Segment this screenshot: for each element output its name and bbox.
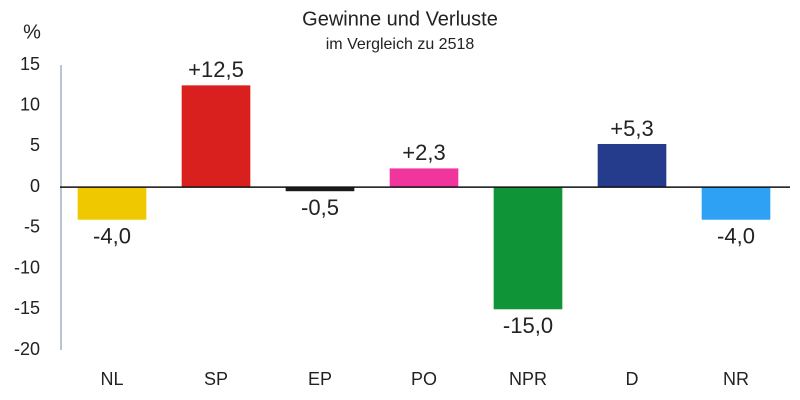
x-tick-label: EP [308, 369, 332, 389]
bar [77, 187, 147, 220]
x-tick-label: PO [411, 369, 437, 389]
y-tick-label: -15 [14, 298, 40, 318]
bar [597, 143, 667, 188]
value-label: -0,5 [301, 195, 339, 220]
value-label: +12,5 [188, 57, 244, 82]
bar [701, 187, 771, 220]
x-tick-label: D [626, 369, 639, 389]
chart-title: Gewinne und Verluste [302, 8, 498, 30]
value-label: -15,0 [503, 313, 553, 338]
bar [493, 187, 563, 310]
x-tick-label: NPR [509, 369, 547, 389]
x-tick-label: NL [100, 369, 123, 389]
x-tick-label: SP [204, 369, 228, 389]
value-label: -4,0 [93, 224, 131, 249]
y-tick-label: -5 [24, 217, 40, 237]
y-tick-label: -10 [14, 257, 40, 277]
bar [285, 187, 355, 192]
y-axis-label: % [23, 21, 41, 43]
bar [389, 168, 459, 188]
chart-subtitle: im Vergleich zu 2518 [326, 36, 475, 53]
x-tick-label: NR [723, 369, 749, 389]
value-label: +2,3 [402, 140, 445, 165]
value-label: +5,3 [610, 116, 653, 141]
y-tick-label: 0 [30, 176, 40, 196]
y-tick-label: -20 [14, 339, 40, 359]
bar [181, 85, 251, 188]
y-tick-label: 5 [30, 135, 40, 155]
y-tick-label: 15 [20, 54, 40, 74]
y-tick-label: 10 [20, 94, 40, 114]
value-label: -4,0 [717, 224, 755, 249]
